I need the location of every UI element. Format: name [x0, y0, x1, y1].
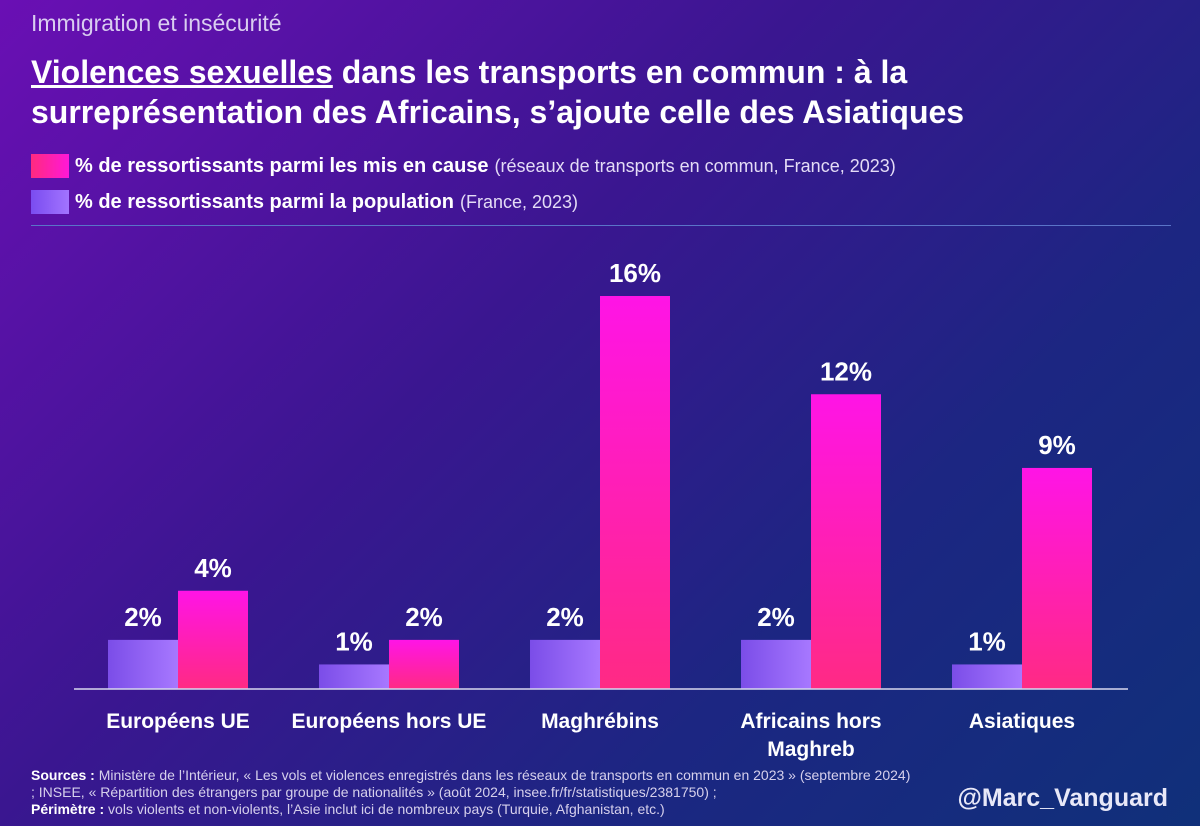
sources-text: Ministère de l’Intérieur, « Les vols et …: [31, 767, 911, 800]
legend-label-population: % de ressortissants parmi la population: [75, 190, 454, 213]
legend-item-accused: % de ressortissants parmi les mis en cau…: [31, 148, 896, 184]
legend-note-accused: (réseaux de transports en commun, France…: [494, 155, 896, 176]
legend-item-population: % de ressortissants parmi la population …: [31, 184, 896, 220]
category-label-2: Maghrébins: [541, 710, 659, 733]
title-highlight: Violences sexuelles: [31, 54, 333, 90]
category-label-0: Européens UE: [106, 710, 250, 733]
legend-label-accused: % de ressortissants parmi les mis en cau…: [75, 154, 489, 177]
data-label-accused-3: 12%: [820, 356, 872, 386]
data-label-accused-4: 9%: [1038, 430, 1076, 460]
legend: % de ressortissants parmi les mis en cau…: [31, 148, 896, 220]
sources-label: Sources :: [31, 767, 95, 783]
chart-title: Violences sexuelles dans les transports …: [31, 52, 1181, 132]
legend-swatch-purple: [31, 190, 69, 214]
data-label-population-1: 1%: [335, 626, 373, 656]
bar-population-3: [741, 639, 811, 689]
bar-accused-1: [389, 639, 459, 689]
data-label-accused-0: 4%: [194, 553, 232, 583]
title-rest: dans les transports en commun : à la sur…: [31, 54, 965, 130]
header-divider: [31, 225, 1171, 226]
author-handle: @Marc_Vanguard: [957, 784, 1168, 812]
supertitle: Immigration et insécurité: [31, 10, 282, 36]
bar-accused-4: [1022, 467, 1092, 689]
bar-population-1: [319, 664, 389, 689]
category-label-4: Asiatiques: [969, 710, 1075, 733]
legend-swatch-pink: [31, 154, 69, 178]
legend-note-population: (France, 2023): [459, 191, 579, 212]
bar-accused-0: [178, 590, 248, 689]
bar-accused-3: [811, 394, 881, 689]
category-label-3: Africains hors Maghreb: [740, 710, 881, 761]
data-label-population-4: 1%: [968, 626, 1006, 656]
sources: Sources : Ministère de l’Intérieur, « Le…: [31, 767, 911, 818]
data-label-population-2: 2%: [546, 602, 584, 632]
data-label-population-0: 2%: [124, 602, 162, 632]
bar-population-4: [952, 664, 1022, 689]
perimeter-label: Périmètre :: [31, 801, 105, 817]
data-label-accused-1: 2%: [405, 602, 443, 632]
bar-population-2: [530, 639, 600, 689]
data-label-accused-2: 16%: [609, 258, 661, 288]
category-label-1: Européens hors UE: [292, 710, 487, 733]
data-label-population-3: 2%: [757, 602, 795, 632]
bar-accused-2: [600, 296, 670, 689]
bar-population-0: [108, 639, 178, 689]
perimeter-text: vols violents et non-violents, l’Asie in…: [108, 801, 665, 817]
